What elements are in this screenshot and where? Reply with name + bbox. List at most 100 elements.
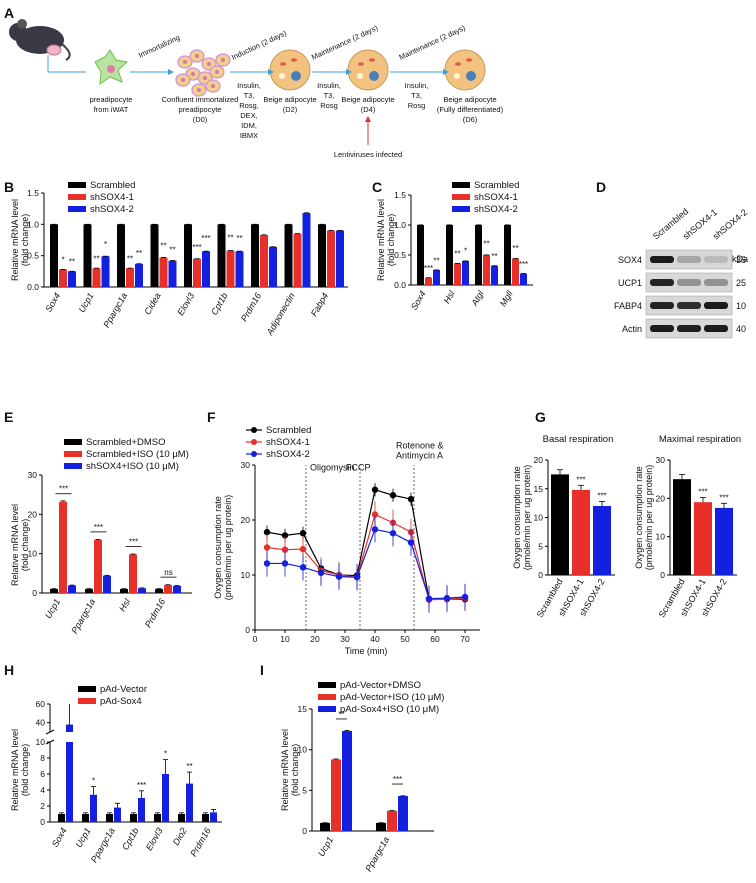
data-point: [281, 532, 289, 539]
y-axis-title: Relative mRNA level(fold change): [10, 199, 30, 281]
legend-label: pAd-Vector+ISO (10 μM): [340, 692, 444, 703]
bar: [318, 224, 326, 287]
y-tick-label: 10: [298, 745, 308, 755]
bar: [126, 268, 134, 287]
data-point: [263, 560, 271, 567]
arrow-head: [443, 69, 449, 75]
legend-label: Scrambled: [474, 180, 519, 191]
bar: [114, 807, 121, 822]
bar: [138, 798, 145, 822]
significance: ns: [164, 568, 172, 577]
legend-label: pAd-Vector: [100, 684, 147, 695]
legend-swatch: [452, 182, 470, 188]
bar: [217, 224, 226, 287]
x-tick-label: 0: [253, 634, 258, 644]
y-axis-title: Relative mRNA level(fold change): [280, 729, 300, 811]
step-label: preadipocyte from iWAT: [90, 95, 133, 114]
category-label: Ppargc1a: [363, 835, 391, 873]
category-label: Ppargc1a: [69, 597, 97, 635]
legend-swatch: [68, 206, 86, 212]
protein-band: [650, 325, 674, 332]
category-label: Mgll: [498, 288, 515, 308]
category-label: Ucp1: [74, 826, 93, 849]
legend-swatch: [68, 194, 86, 200]
cell-nucleus: [181, 78, 185, 82]
panel-label-G: G: [535, 409, 546, 425]
data-point: [407, 495, 415, 503]
data-point: [371, 486, 379, 493]
category-label: Sox4: [50, 826, 69, 849]
data-point: [299, 564, 307, 571]
significance: ***: [393, 775, 402, 784]
data-point: [317, 569, 325, 576]
bar: [520, 273, 527, 285]
lipid-droplet: [279, 73, 285, 79]
y-tick-label: 4: [40, 785, 45, 795]
y-tick-label: 30: [241, 460, 251, 470]
bar: [433, 270, 440, 285]
y-tick-label: 20: [656, 493, 666, 503]
category-label: Elovl3: [144, 826, 165, 852]
bar: [398, 796, 408, 831]
legend-label: shSOX4-1: [474, 192, 518, 203]
bar: [251, 224, 259, 287]
legend-label: shSOX4-2: [266, 449, 310, 460]
y-tick-label: 0: [660, 570, 665, 580]
significance: **: [127, 254, 133, 263]
bar: [284, 224, 293, 287]
arrow-label: Immortalizing: [137, 33, 181, 60]
data-point: [353, 574, 361, 581]
data-point: [281, 560, 289, 567]
arrow-reagents: Insulin, T3, Rosg: [405, 81, 429, 110]
bar: [135, 263, 143, 287]
x-tick-label: 30: [340, 634, 350, 644]
significance: ***: [576, 475, 585, 484]
cell-nucleus: [215, 70, 219, 74]
mitochondria: [369, 58, 375, 62]
mw-marker: 25: [736, 278, 746, 288]
legend-label: Scrambled+DMSO: [86, 437, 165, 448]
y-tick-label: 0: [302, 826, 307, 836]
protein-label: UCP1: [618, 278, 642, 288]
x-tick-label: 60: [430, 634, 440, 644]
bar: [342, 730, 352, 831]
annotation: Oligomysin: [310, 463, 355, 473]
beige-adipocyte: [269, 49, 311, 91]
protein-band: [677, 325, 701, 332]
y-tick-label: 30: [28, 470, 38, 480]
category-label: Fabp4: [309, 291, 330, 318]
y-tick-label: 0: [538, 570, 543, 580]
protein-band: [650, 256, 674, 263]
category-label: Ucp1: [77, 291, 96, 314]
significance: ***: [519, 260, 528, 269]
y-tick-label: 0: [245, 625, 250, 635]
y-tick-label: 0.0: [27, 282, 39, 292]
y-tick-label: 20: [241, 515, 251, 525]
category-label: Cpt1b: [209, 291, 230, 317]
bar: [462, 261, 469, 285]
bar: [66, 724, 73, 732]
panel-label-H: H: [4, 662, 14, 678]
y-axis-title: Oxygen consumption rate(pmole/min per ug…: [512, 465, 532, 571]
mitochondria: [455, 62, 461, 66]
annotation: FCCP: [346, 463, 371, 473]
x-tick-label: 10: [280, 634, 290, 644]
significance: **: [69, 258, 75, 267]
y-axis-title: Relative mRNA level(fold change): [376, 199, 396, 281]
y-tick-label: 10: [36, 737, 46, 747]
category-label: Elovl3: [175, 291, 196, 317]
bar: [173, 585, 181, 593]
protein-band: [650, 279, 674, 286]
category-label: Ppargc1a: [101, 291, 129, 329]
nucleus: [466, 71, 476, 81]
bar: [387, 810, 397, 831]
legend-label: shSOX4-2: [474, 204, 518, 215]
beige-adipocyte: [444, 49, 486, 91]
data-point: [335, 573, 343, 580]
bar: [551, 474, 569, 575]
y-tick-label: 0: [32, 588, 37, 598]
bar: [120, 589, 128, 593]
